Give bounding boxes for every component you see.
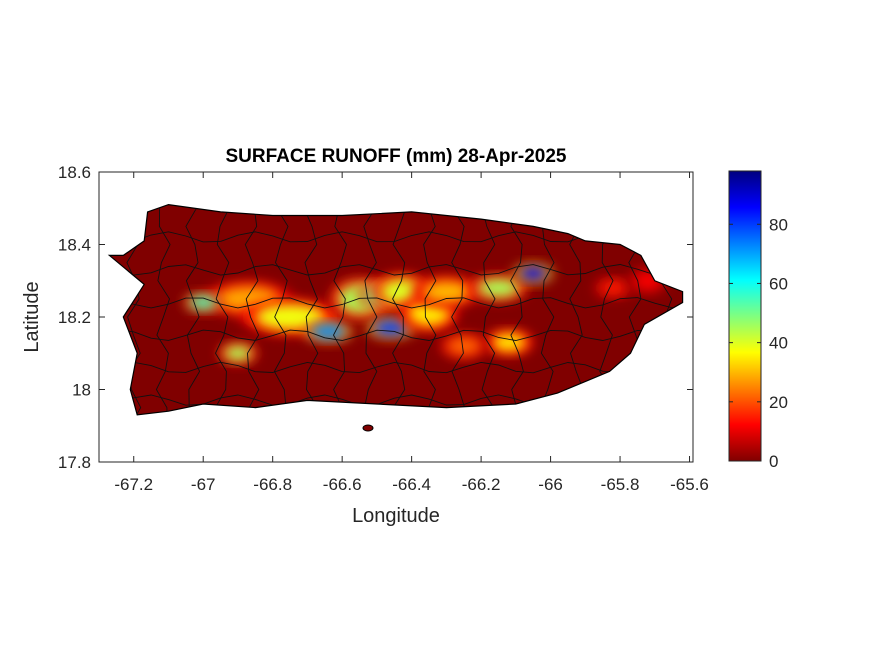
runoff-hotspot-14 xyxy=(224,346,252,361)
colorbar-tick-label: 80 xyxy=(769,215,788,234)
boundary-line xyxy=(510,208,525,415)
runoff-hotspot-1 xyxy=(255,304,325,330)
runoff-hotspot-9 xyxy=(477,278,520,298)
colorbar-tick-label: 60 xyxy=(769,274,788,293)
y-tick-label: 18.6 xyxy=(58,163,91,182)
x-tick-label: -66.2 xyxy=(462,475,501,494)
colorbar-ticks: 0 20 40 60 80 xyxy=(729,215,788,471)
y-tick-label: 18.2 xyxy=(58,308,91,327)
boundary-line xyxy=(303,208,319,415)
x-tick-label: -66.8 xyxy=(253,475,292,494)
runoff-hotspot-13 xyxy=(189,295,218,310)
small-islet xyxy=(362,424,374,432)
runoff-hotspot-8 xyxy=(422,280,471,303)
x-tick-label: -66.6 xyxy=(323,475,362,494)
boundary-line xyxy=(363,207,378,415)
boundary-line xyxy=(392,208,407,415)
chart-title: SURFACE RUNOFF (mm) 28-Apr-2025 xyxy=(226,146,567,167)
y-tick-label: 18 xyxy=(72,381,91,400)
runoff-hotspot-15 xyxy=(599,280,628,296)
x-tick-label: -65.6 xyxy=(670,475,709,494)
y-axis-label: Latitude xyxy=(21,281,43,352)
boundary-line xyxy=(109,329,683,341)
boundary-line xyxy=(481,208,496,415)
x-tick-label: -67 xyxy=(191,475,216,494)
runoff-hotspot-2 xyxy=(310,324,346,339)
runoff-hotspot-10 xyxy=(519,266,548,281)
boundary-line xyxy=(332,208,347,415)
colorbar-tick-label: 20 xyxy=(769,393,788,412)
colorbar xyxy=(728,170,762,462)
boundary-line xyxy=(109,297,683,309)
boundary-line xyxy=(273,207,289,415)
y-tick-label: 18.4 xyxy=(58,236,91,255)
boundary-line xyxy=(451,207,466,415)
y-tick-label: 17.8 xyxy=(58,453,91,472)
boundary-line xyxy=(185,207,201,415)
x-tick-label: -65.8 xyxy=(601,475,640,494)
boundary-line xyxy=(155,208,171,415)
boundary-line xyxy=(214,207,230,415)
boundary-line xyxy=(109,264,683,276)
boundary-line xyxy=(422,208,437,415)
colorbar-tick-label: 0 xyxy=(769,452,778,471)
boundary-line xyxy=(244,208,260,415)
runoff-hotspot-6 xyxy=(373,320,409,336)
runoff-hotspot-11 xyxy=(491,333,527,352)
boundary-line xyxy=(539,207,555,415)
colorbar-tick-label: 40 xyxy=(769,334,788,353)
runoff-hotspot-5 xyxy=(380,278,423,305)
runoff-hotspot-12 xyxy=(446,336,482,356)
y-axis-ticks: 17.8 18 18.2 18.4 18.6 xyxy=(58,163,693,472)
island-landmass xyxy=(109,204,683,415)
x-axis-ticks: -67.2 -67 -66.8 -66.6 -66.4 -66.2 -66 -65.8 -65.… xyxy=(114,172,709,494)
boundary-line xyxy=(109,361,683,374)
x-tick-label: -66 xyxy=(538,475,563,494)
x-tick-label: -67.2 xyxy=(114,475,153,494)
x-tick-label: -66.4 xyxy=(392,475,431,494)
coastline-outline xyxy=(107,203,684,416)
x-axis-label: Longitude xyxy=(352,505,440,527)
